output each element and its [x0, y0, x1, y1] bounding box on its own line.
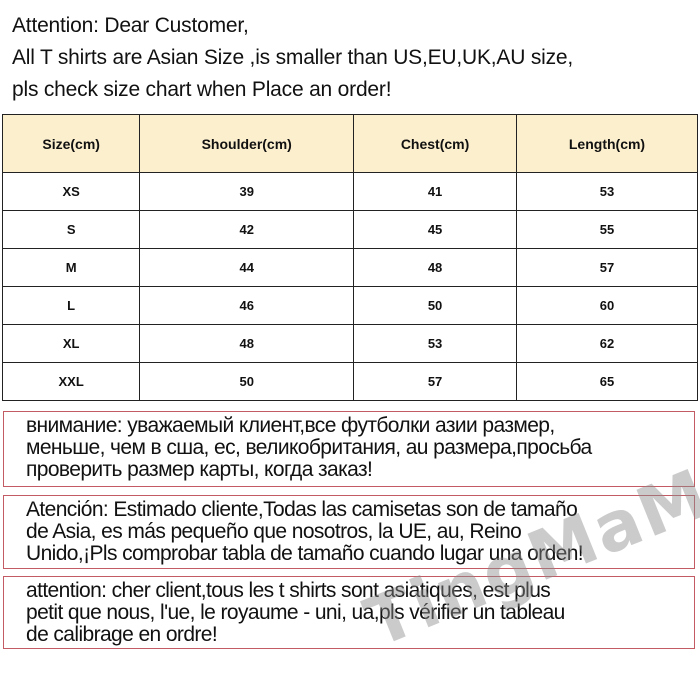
size-chart-table: Size(cm) Shoulder(cm) Chest(cm) Length(c… — [1, 114, 699, 401]
header-shoulder: Shoulder(cm) — [139, 114, 355, 173]
intro-line: Attention: Dear Customer, — [12, 14, 249, 37]
cell: 60 — [515, 286, 699, 325]
cell: 48 — [353, 248, 517, 287]
cell: 41 — [353, 172, 517, 211]
notice-line: меньше, чем в сша, ес, великобритания, a… — [26, 436, 592, 459]
notice-line: внимание: уважаемый клиент,все футболки … — [26, 414, 555, 437]
cell: 44 — [139, 248, 355, 287]
cell: 65 — [515, 362, 699, 401]
table-header-row: Size(cm) Shoulder(cm) Chest(cm) Length(c… — [1, 114, 699, 173]
table-row: L 46 50 60 — [1, 286, 699, 325]
notice-line: проверить размер карты, когда заказ! — [26, 458, 373, 481]
table-row: S 42 45 55 — [1, 210, 699, 249]
notice-line: Atención: Estimado cliente,Todas las cam… — [26, 498, 578, 521]
notice-line: petit que nous, l'ue, le royaume - uni, … — [26, 601, 565, 624]
cell: XXL — [1, 362, 141, 401]
cell: 45 — [353, 210, 517, 249]
cell: 50 — [353, 286, 517, 325]
table-row: XXL 50 57 65 — [1, 362, 699, 401]
notice-french: attention: cher client,tous les t shirts… — [3, 576, 695, 649]
cell: 39 — [139, 172, 355, 211]
cell: 48 — [139, 324, 355, 363]
cell: S — [1, 210, 141, 249]
cell: 62 — [515, 324, 699, 363]
table-row: M 44 48 57 — [1, 248, 699, 287]
notice-line: de Asia, es más pequeño que nosotros, la… — [26, 520, 522, 543]
notice-line: attention: cher client,tous les t shirts… — [26, 579, 551, 602]
table-row: XL 48 53 62 — [1, 324, 699, 363]
cell: M — [1, 248, 141, 287]
table-row: XS 39 41 53 — [1, 172, 699, 211]
cell: XL — [1, 324, 141, 363]
cell: L — [1, 286, 141, 325]
intro-line: pls check size chart when Place an order… — [12, 78, 392, 101]
intro-line: All T shirts are Asian Size ,is smaller … — [12, 46, 574, 69]
cell: 42 — [139, 210, 355, 249]
cell: 57 — [353, 362, 517, 401]
cell: 53 — [353, 324, 517, 363]
notice-spanish: Atención: Estimado cliente,Todas las cam… — [3, 495, 695, 569]
cell: XS — [1, 172, 141, 211]
intro-text: Attention: Dear Customer, All T shirts a… — [12, 10, 573, 106]
cell: 53 — [515, 172, 699, 211]
header-size: Size(cm) — [1, 114, 141, 173]
header-chest: Chest(cm) — [353, 114, 517, 173]
header-length: Length(cm) — [515, 114, 699, 173]
cell: 55 — [515, 210, 699, 249]
notice-line: Unido,¡Pls comprobar tabla de tamaño cua… — [26, 542, 584, 565]
notice-line: de calibrage en ordre! — [26, 623, 218, 646]
cell: 46 — [139, 286, 355, 325]
cell: 57 — [515, 248, 699, 287]
notice-russian: внимание: уважаемый клиент,все футболки … — [3, 411, 695, 487]
cell: 50 — [139, 362, 355, 401]
